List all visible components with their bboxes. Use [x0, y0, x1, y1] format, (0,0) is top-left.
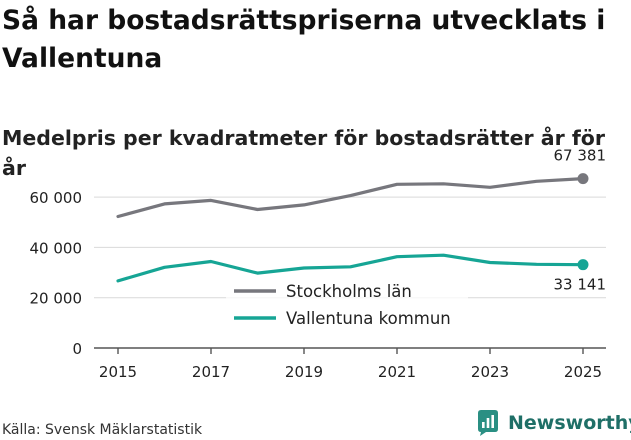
- line-chart: 0 20 000 40 000 60 000 2015 2017 2019 2021 2023 2…: [30, 147, 607, 381]
- source-note: Källa: Svensk Mäklarstatistik: [2, 422, 203, 438]
- brand-logo: Newsworthy: [476, 406, 631, 440]
- x-tick-label: 2023: [471, 363, 509, 381]
- x-tick-label: 2025: [564, 363, 602, 381]
- legend-label-1: Vallentuna kommun: [286, 309, 451, 328]
- legend-background: [226, 276, 468, 330]
- chart-title: Så har bostadsrättspriserna utvecklats i…: [2, 5, 606, 74]
- x-tick-label: 2019: [285, 363, 323, 381]
- series-end-marker-0: [577, 173, 589, 185]
- x-tick-label: 2017: [192, 363, 230, 381]
- legend-label-0: Stockholms län: [286, 282, 412, 301]
- y-tick-label: 20 000: [30, 290, 83, 308]
- end-value-label-1: 33 141: [554, 276, 607, 294]
- series-end-marker-1: [577, 259, 589, 271]
- end-value-label-0: 67 381: [554, 147, 607, 165]
- y-tick-label: 40 000: [30, 239, 83, 257]
- series-line-1: [116, 253, 585, 283]
- series-line-0: [116, 177, 585, 219]
- brand-name: Newsworthy: [508, 412, 631, 434]
- x-tick-label: 2021: [378, 363, 416, 381]
- x-tick-label: 2015: [99, 363, 137, 381]
- chart-subtitle: Medelpris per kvadratmeter för bostadsrä…: [2, 126, 605, 180]
- y-tick-label: 60 000: [30, 189, 83, 207]
- y-tick-label: 0: [72, 340, 82, 358]
- newsworthy-logo-icon: [478, 410, 498, 436]
